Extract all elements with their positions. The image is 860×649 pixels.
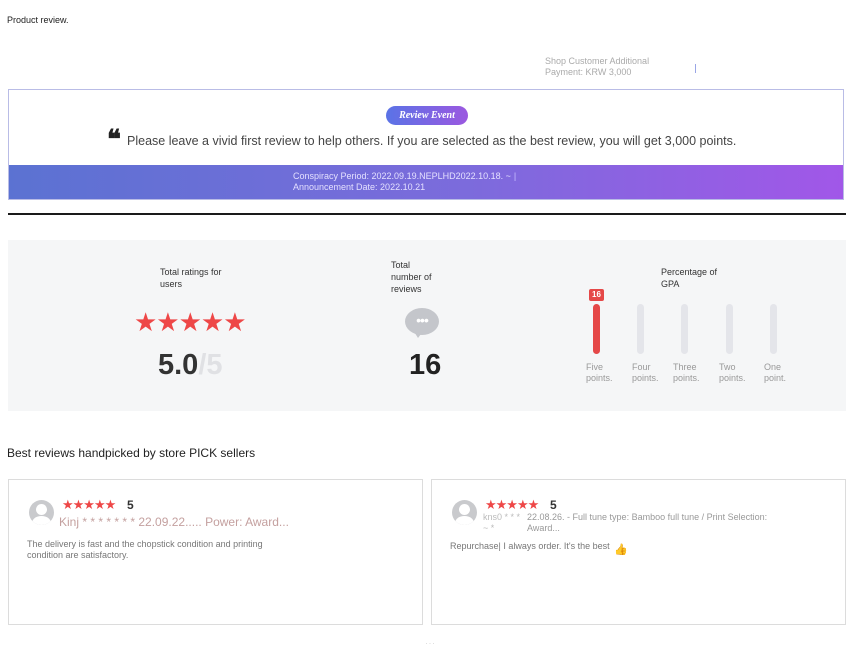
shop-fee-line-2: Payment: KRW 3,000 <box>545 67 632 77</box>
review-meta: Kinj * * * * * * * 22.09.22..... Power: … <box>59 515 289 529</box>
page-title: Product review. <box>7 15 69 25</box>
avatar <box>29 500 54 525</box>
gpa-bar-four <box>637 304 644 354</box>
average-score: 5.0/5 <box>158 348 223 382</box>
event-period-text: Conspiracy Period: 2022.09.19.NEPLHD2022… <box>293 171 511 181</box>
event-period: Conspiracy Period: 2022.09.19.NEPLHD2022… <box>293 171 516 182</box>
shop-fee-note: Shop Customer Additional Payment: KRW 3,… <box>545 56 696 78</box>
gpa-fill-five <box>593 304 600 354</box>
review-body: The delivery is fast and the chopstick c… <box>27 539 263 560</box>
review-count: 16 <box>409 349 442 381</box>
gpa-label: Percentage of GPA <box>661 267 718 289</box>
announcement-date: Announcement Date: 2022.10.21 <box>293 182 426 192</box>
pagination-hint: · · · <box>425 641 435 647</box>
quote-icon: ❝ <box>107 125 121 154</box>
gpa-label-one: One point. <box>764 362 787 383</box>
gpa-bar-two <box>726 304 733 354</box>
score-max: /5 <box>198 349 223 381</box>
gpa-bar-three <box>681 304 688 354</box>
avatar <box>452 500 477 525</box>
total-ratings-label: Total ratings for users <box>160 267 222 289</box>
section-divider <box>8 213 846 215</box>
review-event-badge: Review Event <box>386 106 468 125</box>
rating-summary-panel: Total ratings for users ★★★★★ 5.0/5 Tota… <box>8 240 846 411</box>
speech-bubble-tail <box>413 330 424 338</box>
review-card[interactable]: ★★★★★ 5 Kinj * * * * * * * 22.09.22.....… <box>8 479 423 625</box>
gpa-count-badge: 16 <box>589 289 604 301</box>
total-reviews-label: Total number of reviews <box>391 260 432 294</box>
gpa-label-three: Three points. <box>673 362 700 383</box>
gpa-label-four: Four points. <box>632 362 659 383</box>
review-event-dates: Conspiracy Period: 2022.09.19.NEPLHD2022… <box>293 171 516 193</box>
thumbs-up-icon: 👍 <box>614 544 628 556</box>
review-card[interactable]: ★★★★★ 5 kns0 * * * ~ * 22.08.26. - Full … <box>431 479 846 625</box>
review-meta: 22.08.26. - Full tune type: Bamboo full … <box>527 512 768 533</box>
review-stars: ★★★★★ <box>62 497 116 512</box>
gpa-bar-five <box>593 304 600 354</box>
review-event-banner: Review Event ❝ Please leave a vivid firs… <box>8 89 844 200</box>
gpa-label-five: Five points. <box>586 362 613 383</box>
speech-bubble-dots: ••• <box>416 312 429 328</box>
review-rating: 5 <box>550 498 557 512</box>
best-reviews-title: Best reviews handpicked by store PICK se… <box>7 446 256 460</box>
score-value: 5.0 <box>158 349 199 381</box>
review-stars: ★★★★★ <box>485 497 539 512</box>
review-event-message: Please leave a vivid first review to hel… <box>127 134 737 148</box>
review-username: kns0 * * * ~ * <box>483 512 521 533</box>
shop-fee-line-1: Shop Customer Additional <box>545 56 650 66</box>
review-rating: 5 <box>127 498 134 512</box>
review-event-footer: Conspiracy Period: 2022.09.19.NEPLHD2022… <box>9 165 843 199</box>
review-body: Repurchase| I always order. It's the bes… <box>450 541 610 551</box>
shop-fee-divider <box>695 64 696 73</box>
gpa-label-two: Two points. <box>719 362 746 383</box>
event-period-pipe: | <box>513 171 517 181</box>
average-star-rating: ★★★★★ <box>134 307 247 337</box>
gpa-bar-one <box>770 304 777 354</box>
